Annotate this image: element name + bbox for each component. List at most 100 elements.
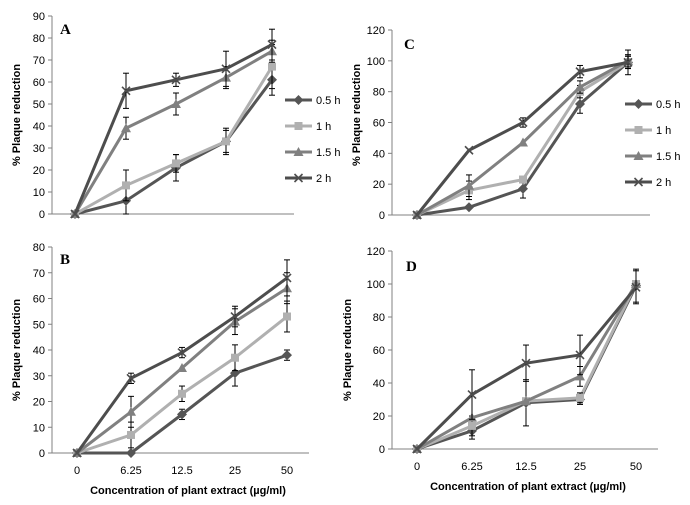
data-point-b-3-1 [126,373,136,383]
data-point-b-3-1-stroke-2 [126,373,136,383]
data-point-d-3-3-stroke-2 [575,350,585,360]
y-tick-label-d-0: 0 [379,444,385,456]
data-point-a-3-0-stroke-2 [70,209,80,219]
data-point-a-1-4 [268,62,276,71]
x-tick-label-d-2: 12.5 [515,461,536,473]
data-point-a-1-2 [172,159,180,168]
y-tick-label-c-5: 100 [367,56,385,68]
data-point-a-3-3-stroke-2 [221,64,231,74]
data-point-d-3-4 [631,282,641,292]
data-point-a-3-1 [121,86,131,96]
y-tick-label-a-9: 90 [33,11,45,23]
data-point-a-2-1 [121,123,131,133]
data-point-a-1-3 [222,137,230,146]
y-tick-label-d-2: 40 [373,378,385,390]
y-axis-label-d: % Plaque reduction [342,299,354,401]
data-point-d-1-3 [576,393,584,402]
legend-label-a-2: 1.5 h [316,147,340,159]
legend-c: 0.5 h 1 h 1.5 h 2 h [625,99,680,189]
data-point-d-2-3 [575,371,585,381]
y-tick-label-a-1: 10 [33,187,45,199]
data-point-c-2-1 [464,180,474,190]
data-point-c-3-0 [412,210,422,220]
y-tick-label-d-4: 80 [373,312,385,324]
y-tick-label-c-0: 0 [379,210,385,222]
y-tick-label-b-1: 10 [33,422,45,434]
data-point-d-3-0 [412,444,422,454]
data-point-c-3-4 [623,57,633,67]
x-axis-label-b: Concentration of plant extract (µg/ml) [90,485,286,497]
data-point-b-3-3-stroke-2 [230,311,240,322]
data-point-b-2-1 [126,406,136,416]
legend-label-a-1: 1 h [316,121,331,133]
y-tick-label-d-5: 100 [367,279,385,291]
legend-marker-a-3-stroke-2 [293,173,304,183]
data-point-b-0-2 [177,409,187,420]
legend-marker-a-3 [293,173,304,183]
data-point-d-3-1-stroke-2 [467,389,477,400]
y-tick-label-a-5: 50 [33,99,45,111]
legend-marker-c-3-stroke-2 [633,177,644,187]
data-point-a-3-1-stroke-2 [121,86,131,96]
data-point-a-1-1 [122,181,130,190]
y-axis-label-a: % Plaque reduction [11,64,23,166]
legend-marker-c-0 [633,99,644,109]
x-tick-label-b-3: 25 [229,465,241,477]
data-point-a-3-4-stroke-2 [267,40,277,50]
data-point-a-3-2 [171,75,181,85]
panel-b: B % Plaque reduction Concentration of pl… [11,242,309,497]
x-tick-label-b-2: 12.5 [171,465,192,477]
y-tick-label-a-0: 0 [39,209,45,221]
data-point-c-2-3 [575,82,585,92]
series-line-b-1 [76,315,288,455]
y-tick-label-b-7: 70 [33,268,45,280]
y-tick-label-b-0: 0 [39,448,45,460]
legend-label-c-3: 2 h [656,177,671,189]
x-tick-label-b-4: 50 [281,465,293,477]
series-line-a-0 [74,78,274,216]
data-point-c-3-1 [464,145,474,155]
y-axis-label-b: % Plaque reduction [11,299,23,401]
y-tick-label-b-3: 30 [33,371,45,383]
data-point-d-3-1 [467,389,477,400]
panel-c: C % Plaque reduction 0 20 40 60 80 100 120 0.5 … [351,25,680,222]
data-point-c-3-3 [575,67,585,77]
data-point-b-3-0-stroke-2 [72,448,82,458]
data-point-a-2-2 [171,99,181,108]
y-tick-label-a-4: 40 [33,121,45,133]
data-point-b-1-1 [127,430,135,439]
legend-marker-c-2 [633,151,644,160]
panel-a: A % Plaque reduction 0 10 20 30 40 50 60 70 80 90… [11,11,340,221]
data-point-c-2-2 [518,137,528,147]
data-point-d-3-3 [575,350,585,360]
data-point-c-0-2 [518,183,528,194]
data-point-b-1-4 [283,312,291,321]
data-point-c-3-3-stroke-2 [575,67,585,77]
data-point-b-3-4-stroke-2 [282,273,292,283]
y-tick-label-b-4: 40 [33,345,45,357]
series-line-a-2 [73,49,273,215]
legend-marker-c-3 [633,177,644,187]
x-tick-label-d-1: 6.25 [461,461,482,473]
y-tick-label-d-1: 20 [373,411,385,423]
data-point-d-3-0-stroke-2 [412,444,422,454]
data-point-b-3-3 [230,311,240,322]
legend-a: 0.5 h 1 h 1.5 h 2 h [285,95,340,185]
data-point-d-1-1 [468,421,476,430]
y-tick-label-d-3: 60 [373,345,385,357]
data-point-c-0-1 [464,202,474,213]
x-tick-label-d-4: 50 [630,461,642,473]
data-point-c-3-2-stroke-2 [518,117,528,128]
series-line-a-3 [73,43,273,215]
y-tick-label-d-6: 120 [367,246,385,258]
data-point-c-1-2 [519,175,527,184]
y-tick-label-a-7: 70 [33,55,45,67]
y-tick-label-b-2: 20 [33,397,45,409]
y-tick-label-c-3: 60 [373,118,385,130]
data-point-c-0-3 [575,99,585,109]
panel-letter-b: B [60,252,70,268]
y-tick-label-c-6: 120 [367,25,385,37]
y-tick-label-c-4: 80 [373,87,385,99]
x-tick-label-b-0: 0 [74,465,80,477]
